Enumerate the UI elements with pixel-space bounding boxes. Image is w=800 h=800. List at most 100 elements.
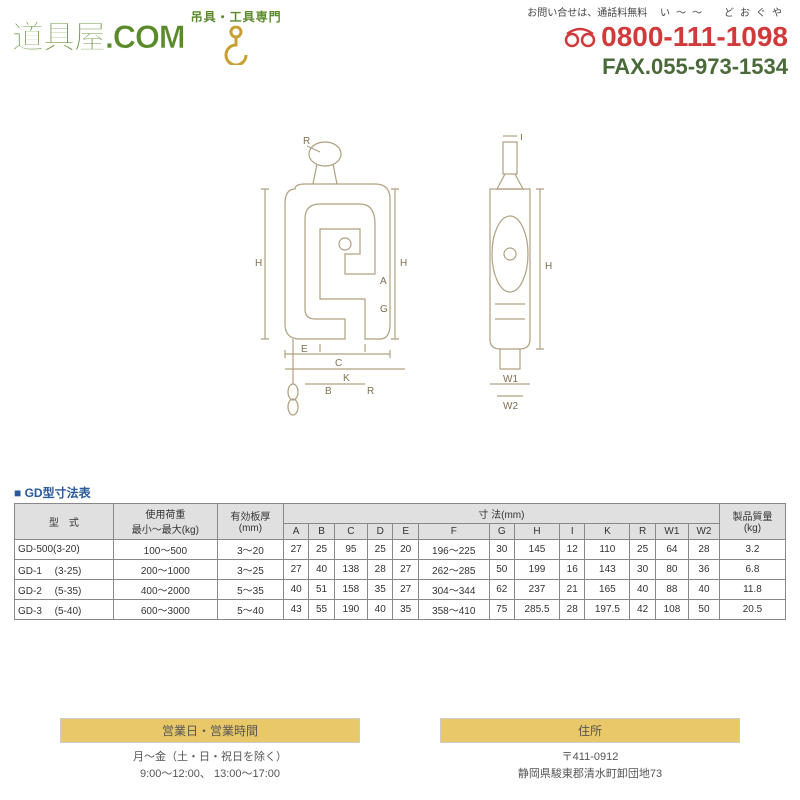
- table-row: GD-1 (3-25)200〜10003〜2527401382827262〜28…: [15, 559, 786, 579]
- addr-line2: 静岡県駿東郡清水町卸団地73: [440, 766, 740, 783]
- dim-label-C: C: [335, 358, 342, 369]
- cell: 138: [334, 559, 367, 579]
- addr-line1: 〒411-0912: [440, 749, 740, 766]
- cell: 28: [368, 559, 393, 579]
- cell: 25: [309, 539, 334, 559]
- dim-label-H-right: H: [400, 258, 407, 269]
- dim-label-G: G: [380, 304, 388, 315]
- cell: 190: [334, 599, 367, 619]
- cell: 27: [393, 579, 418, 599]
- hook-icon: [221, 25, 251, 65]
- cell: 30: [630, 559, 655, 579]
- table-row: GD-2 (5-35)400〜20005〜3540511583527304〜34…: [15, 579, 786, 599]
- table-title: ■ GD型寸法表: [14, 484, 786, 501]
- cell: 3.2: [719, 539, 785, 559]
- cell: 51: [309, 579, 334, 599]
- col-dim-C: C: [334, 523, 367, 539]
- col-dim-I: I: [559, 523, 584, 539]
- logo-sub: 吊具・工具専門: [191, 8, 282, 25]
- cell: 88: [655, 579, 688, 599]
- cell: 30: [489, 539, 514, 559]
- cell: 28: [559, 599, 584, 619]
- spec-table-section: ■ GD型寸法表 型 式 使用荷重 最小〜最大(kg) 有効板厚 (mm) 寸 …: [0, 484, 800, 620]
- col-dim-B: B: [309, 523, 334, 539]
- contact-block: お問い合せは、通話料無料 い〜〜 どおぐや 0800-111-1098 FAX.…: [527, 8, 788, 80]
- page-footer: 営業日・営業時間 月〜金（土・日・祝日を除く） 9:00〜12:00、 13:0…: [0, 718, 800, 782]
- cell: 50: [689, 599, 720, 619]
- cell: 75: [489, 599, 514, 619]
- dim-label-I: I: [520, 134, 523, 143]
- spec-thead: 型 式 使用荷重 最小〜最大(kg) 有効板厚 (mm) 寸 法(mm) 製品質…: [15, 503, 786, 539]
- logo-text: 道具屋.COM: [12, 21, 185, 53]
- cell: 42: [630, 599, 655, 619]
- cell: 12: [559, 539, 584, 559]
- col-dim-A: A: [283, 523, 308, 539]
- cell: 40: [309, 559, 334, 579]
- cell: 196〜225: [418, 539, 489, 559]
- col-dim-K: K: [585, 523, 630, 539]
- col-dim-H: H: [515, 523, 560, 539]
- cell: 3〜25: [217, 559, 283, 579]
- col-dim-E: E: [393, 523, 418, 539]
- cell: 27: [283, 539, 308, 559]
- cell: 43: [283, 599, 308, 619]
- contact-top-line: お問い合せは、通話料無料 い〜〜 どおぐや: [527, 8, 788, 20]
- diagram-front: R H H A G B R E C K: [225, 134, 425, 434]
- hours-line1: 月〜金（土・日・祝日を除く）: [60, 749, 360, 766]
- dim-label-A: A: [380, 276, 387, 287]
- cell: 197.5: [585, 599, 630, 619]
- col-dim-W1: W1: [655, 523, 688, 539]
- cell: 35: [393, 599, 418, 619]
- footer-address: 住所 〒411-0912 静岡県駿東郡清水町卸団地73: [440, 718, 740, 782]
- dim-label-R-bot: R: [367, 386, 374, 397]
- cell: 285.5: [515, 599, 560, 619]
- cell: 400〜2000: [113, 579, 217, 599]
- fax-line: FAX.055-973-1534: [527, 54, 788, 80]
- cell: 35: [368, 579, 393, 599]
- hours-line2: 9:00〜12:00、 13:00〜17:00: [60, 766, 360, 783]
- cell: 80: [655, 559, 688, 579]
- cell: 28: [689, 539, 720, 559]
- cell: 143: [585, 559, 630, 579]
- col-dim-G: G: [489, 523, 514, 539]
- logo-block: 道具屋.COM 吊具・工具専門: [12, 8, 282, 65]
- cell: 108: [655, 599, 688, 619]
- dim-label-H-left: H: [255, 258, 262, 269]
- dim-label-B: B: [325, 386, 332, 397]
- diagram-area: R H H A G B R E C K: [0, 114, 800, 454]
- cell: 358〜410: [418, 599, 489, 619]
- diagram-side: I H W2 W1: [445, 134, 575, 434]
- cell: 158: [334, 579, 367, 599]
- cell: 262〜285: [418, 559, 489, 579]
- cell: 40: [283, 579, 308, 599]
- cell: 25: [630, 539, 655, 559]
- col-load: 使用荷重 最小〜最大(kg): [113, 503, 217, 539]
- cell: 36: [689, 559, 720, 579]
- dim-label-W1: W1: [503, 374, 518, 385]
- cell: 6.8: [719, 559, 785, 579]
- footer-hours-body: 月〜金（土・日・祝日を除く） 9:00〜12:00、 13:00〜17:00: [60, 749, 360, 782]
- cell: 200〜1000: [113, 559, 217, 579]
- col-mass: 製品質量 (kg): [719, 503, 785, 539]
- cell: 5〜40: [217, 599, 283, 619]
- cell: 199: [515, 559, 560, 579]
- contact-label: お問い合せは、通話料無料: [527, 8, 647, 19]
- cell: 100〜500: [113, 539, 217, 559]
- cell: 27: [283, 559, 308, 579]
- col-dim-W2: W2: [689, 523, 720, 539]
- col-thickness: 有効板厚 (mm): [217, 503, 283, 539]
- phone-line: 0800-111-1098: [527, 20, 788, 54]
- fax-label: FAX.: [602, 54, 651, 79]
- spec-table: 型 式 使用荷重 最小〜最大(kg) 有効板厚 (mm) 寸 法(mm) 製品質…: [14, 503, 786, 620]
- cell: 40: [689, 579, 720, 599]
- cell: 600〜3000: [113, 599, 217, 619]
- cell: GD-500(3-20): [15, 539, 114, 559]
- col-model: 型 式: [15, 503, 114, 539]
- cell: 55: [309, 599, 334, 619]
- col-dim-D: D: [368, 523, 393, 539]
- cell: 62: [489, 579, 514, 599]
- cell: GD-1 (3-25): [15, 559, 114, 579]
- dim-label-R-top: R: [303, 136, 310, 147]
- spec-tbody: GD-500(3-20)100〜5003〜202725952520196〜225…: [15, 539, 786, 619]
- col-dim-R: R: [630, 523, 655, 539]
